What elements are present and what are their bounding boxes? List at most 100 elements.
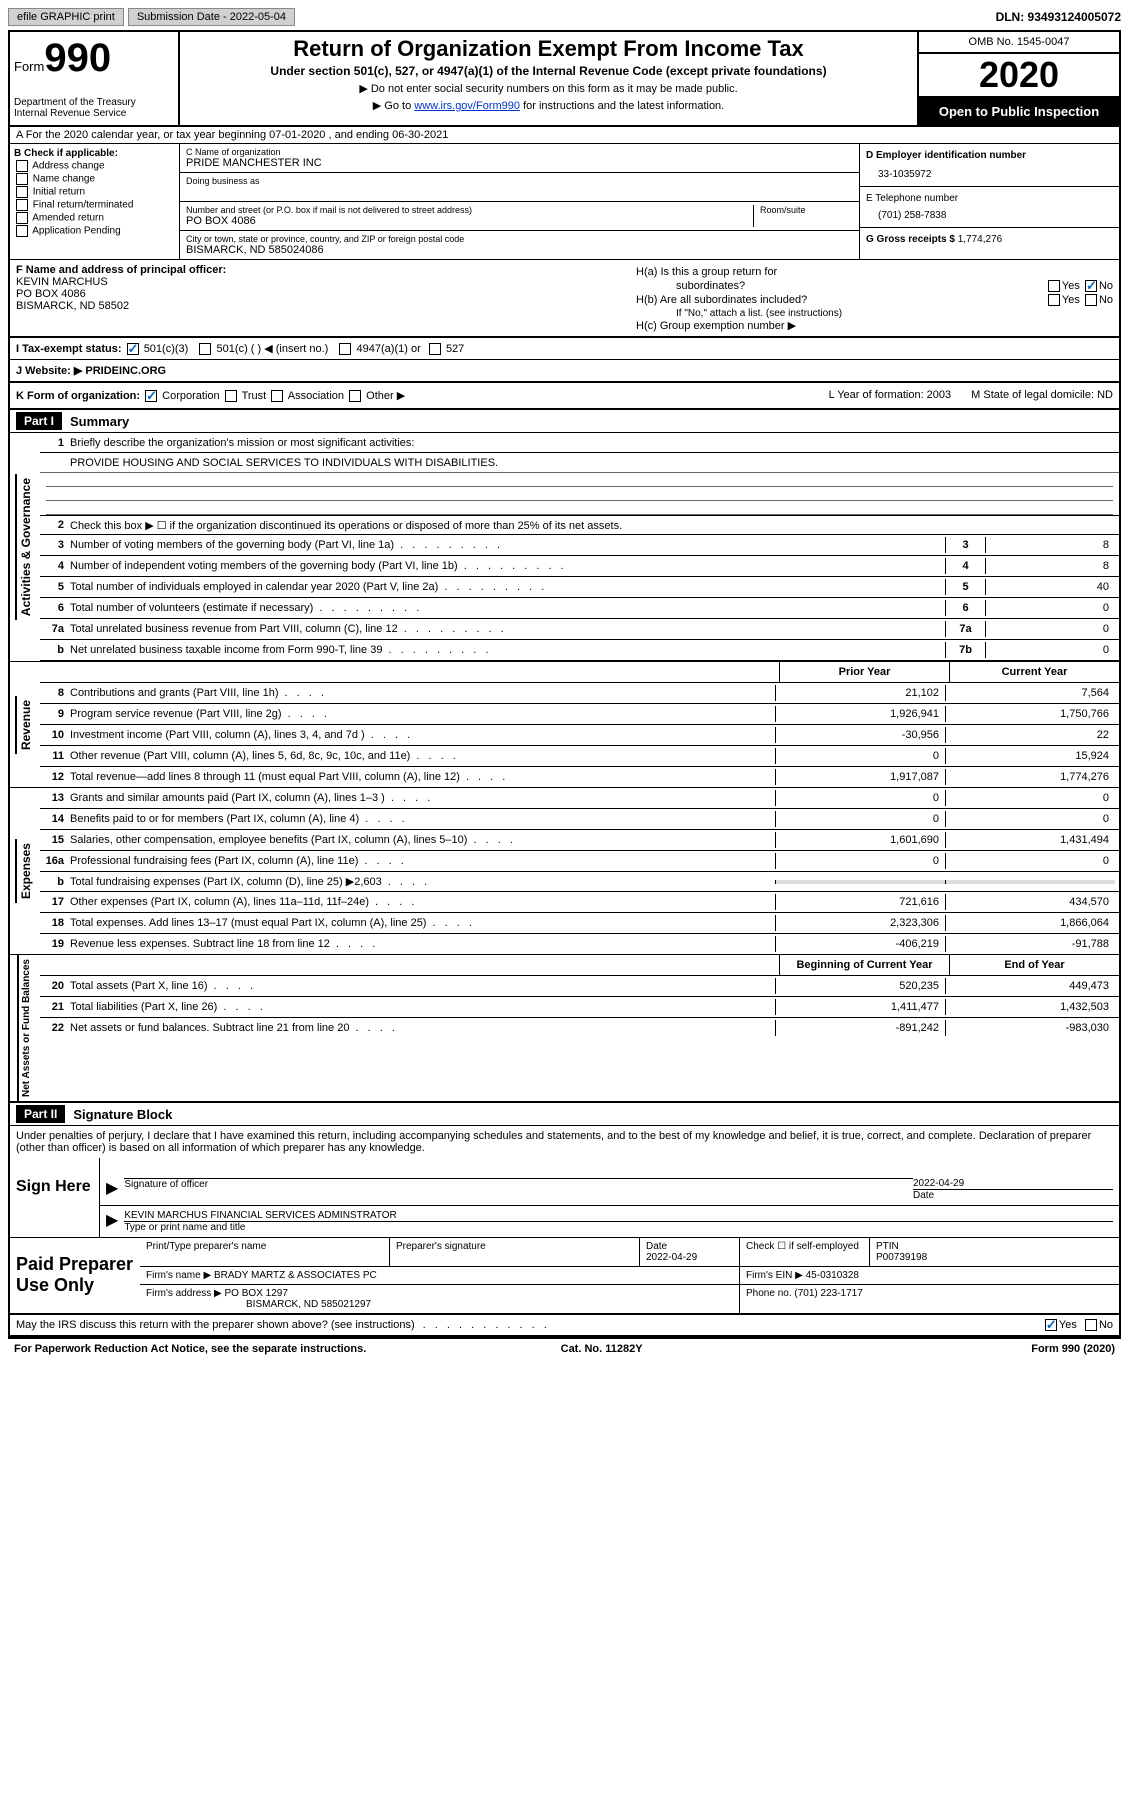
discuss-yes-no[interactable]: Yes No <box>1043 1319 1113 1331</box>
efile-button[interactable]: efile GRAPHIC print <box>8 8 124 26</box>
cb-501c3[interactable]: 501(c)(3) <box>125 343 189 355</box>
cb-association[interactable]: Association <box>269 390 344 402</box>
officer-name: KEVIN MARCHUS <box>16 276 624 288</box>
tab-revenue: Revenue <box>15 696 35 754</box>
cb-final-return[interactable]: Final return/terminated <box>14 199 175 211</box>
officer-printed-name: KEVIN MARCHUS FINANCIAL SERVICES ADMINST… <box>124 1210 1113 1221</box>
summary-line: 9Program service revenue (Part VIII, lin… <box>40 704 1119 725</box>
mission: PROVIDE HOUSING AND SOCIAL SERVICES TO I… <box>70 457 1115 469</box>
summary-line: 6Total number of volunteers (estimate if… <box>40 598 1119 619</box>
website: PRIDEINC.ORG <box>85 365 166 377</box>
cb-corporation[interactable]: Corporation <box>143 390 220 402</box>
ptin: P00739198 <box>876 1252 1113 1263</box>
arrow-icon: ▶ <box>106 1178 118 1201</box>
phone: (701) 258-7838 <box>866 210 1113 221</box>
cb-name-change[interactable]: Name change <box>14 173 175 185</box>
discuss-preparer: May the IRS discuss this return with the… <box>16 1319 415 1331</box>
sign-here-label: Sign Here <box>10 1158 100 1237</box>
summary-line: 13Grants and similar amounts paid (Part … <box>40 788 1119 809</box>
cb-app-pending[interactable]: Application Pending <box>14 225 175 237</box>
summary-line: 3Number of voting members of the governi… <box>40 535 1119 556</box>
cat-no: Cat. No. 11282Y <box>561 1343 643 1355</box>
summary-line: 20Total assets (Part X, line 16) . . . .… <box>40 976 1119 997</box>
col-end-year: End of Year <box>949 955 1119 975</box>
open-to-public: Open to Public Inspection <box>919 98 1119 125</box>
col-prior-year: Prior Year <box>779 662 949 682</box>
cb-527[interactable]: 527 <box>427 343 464 355</box>
self-employed-check[interactable]: Check ☐ if self-employed <box>740 1238 870 1266</box>
form-title: Return of Organization Exempt From Incom… <box>188 36 909 62</box>
subtitle-2: ▶ Do not enter social security numbers o… <box>188 82 909 95</box>
summary-line: bNet unrelated business taxable income f… <box>40 640 1119 661</box>
cb-other[interactable]: Other ▶ <box>347 390 405 402</box>
officer-addr2: BISMARCK, ND 58502 <box>16 300 624 312</box>
summary-line: 5Total number of individuals employed in… <box>40 577 1119 598</box>
irs-link[interactable]: www.irs.gov/Form990 <box>414 100 520 112</box>
summary-line: 19Revenue less expenses. Subtract line 1… <box>40 934 1119 954</box>
summary-line: 21Total liabilities (Part X, line 26) . … <box>40 997 1119 1018</box>
summary-line: bTotal fundraising expenses (Part IX, co… <box>40 872 1119 892</box>
ha-yes-no[interactable]: Yes No <box>1046 280 1113 292</box>
cb-address-change[interactable]: Address change <box>14 160 175 172</box>
firm-ein: 45-0310328 <box>806 1270 859 1281</box>
tax-year: 2020 <box>919 54 1119 98</box>
street-address: PO BOX 4086 <box>186 215 753 227</box>
firm-phone: (701) 223-1717 <box>794 1288 862 1299</box>
form-label: Form <box>14 59 44 74</box>
summary-line: 15Salaries, other compensation, employee… <box>40 830 1119 851</box>
summary-line: 12Total revenue—add lines 8 through 11 (… <box>40 767 1119 787</box>
tab-net-assets: Net Assets or Fund Balances <box>17 955 34 1101</box>
hc-group-exempt: H(c) Group exemption number ▶ <box>636 319 1113 332</box>
summary-line: 17Other expenses (Part IX, column (A), l… <box>40 892 1119 913</box>
form-990: Form990 Department of the TreasuryIntern… <box>8 30 1121 1339</box>
summary-line: 10Investment income (Part VIII, column (… <box>40 725 1119 746</box>
form-footer: Form 990 (2020) <box>1031 1343 1115 1355</box>
line2-discontinued: Check this box ▶ ☐ if the organization d… <box>70 519 1115 532</box>
part2-header: Part II <box>16 1105 65 1123</box>
prep-date: 2022-04-29 <box>646 1252 733 1263</box>
state-domicile: M State of legal domicile: ND <box>971 389 1113 402</box>
summary-line: 18Total expenses. Add lines 13–17 (must … <box>40 913 1119 934</box>
paperwork-notice: For Paperwork Reduction Act Notice, see … <box>14 1343 366 1355</box>
dept-treasury: Department of the TreasuryInternal Reven… <box>14 97 174 119</box>
col-beginning: Beginning of Current Year <box>779 955 949 975</box>
hb-yes-no[interactable]: Yes No <box>1046 294 1113 306</box>
summary-line: 16aProfessional fundraising fees (Part I… <box>40 851 1119 872</box>
summary-line: 8Contributions and grants (Part VIII, li… <box>40 683 1119 704</box>
summary-line: 7aTotal unrelated business revenue from … <box>40 619 1119 640</box>
ein: 33-1035972 <box>866 169 1113 180</box>
summary-line: 14Benefits paid to or for members (Part … <box>40 809 1119 830</box>
summary-line: 22Net assets or fund balances. Subtract … <box>40 1018 1119 1038</box>
cb-initial-return[interactable]: Initial return <box>14 186 175 198</box>
city-state-zip: BISMARCK, ND 585024086 <box>186 244 853 256</box>
year-formation: L Year of formation: 2003 <box>829 389 952 402</box>
dln-number: DLN: 93493124005072 <box>996 10 1121 24</box>
sig-date: 2022-04-29 <box>913 1178 1113 1189</box>
perjury-statement: Under penalties of perjury, I declare th… <box>10 1126 1119 1158</box>
arrow-icon: ▶ <box>106 1210 118 1233</box>
firm-addr: PO BOX 1297 <box>225 1288 288 1299</box>
top-toolbar: efile GRAPHIC print Submission Date - 20… <box>8 8 1121 26</box>
row-a-tax-year: A For the 2020 calendar year, or tax yea… <box>10 127 1119 144</box>
tab-expenses: Expenses <box>15 839 35 903</box>
part1-title: Summary <box>62 414 129 429</box>
firm-name: BRADY MARTZ & ASSOCIATES PC <box>214 1270 377 1281</box>
subtitle-1: Under section 501(c), 527, or 4947(a)(1)… <box>188 64 909 78</box>
col-current-year: Current Year <box>949 662 1119 682</box>
form-number: 990 <box>44 36 111 80</box>
summary-line: 4Number of independent voting members of… <box>40 556 1119 577</box>
gross-receipts: 1,774,276 <box>958 234 1003 245</box>
box-b-checkboxes: B Check if applicable: Address change Na… <box>10 144 180 259</box>
paid-preparer-label: Paid Preparer Use Only <box>10 1238 140 1313</box>
subtitle-3: ▶ Go to www.irs.gov/Form990 for instruct… <box>188 99 909 112</box>
cb-amended[interactable]: Amended return <box>14 212 175 224</box>
submission-date: Submission Date - 2022-05-04 <box>128 8 295 26</box>
tab-governance: Activities & Governance <box>15 474 35 620</box>
dba-label: Doing business as <box>186 176 853 186</box>
cb-trust[interactable]: Trust <box>223 390 267 402</box>
summary-line: 11Other revenue (Part VIII, column (A), … <box>40 746 1119 767</box>
officer-addr1: PO BOX 4086 <box>16 288 624 300</box>
cb-4947[interactable]: 4947(a)(1) or <box>337 343 420 355</box>
cb-501c[interactable]: 501(c) ( ) ◀ (insert no.) <box>197 343 328 355</box>
omb-number: OMB No. 1545-0047 <box>919 32 1119 54</box>
